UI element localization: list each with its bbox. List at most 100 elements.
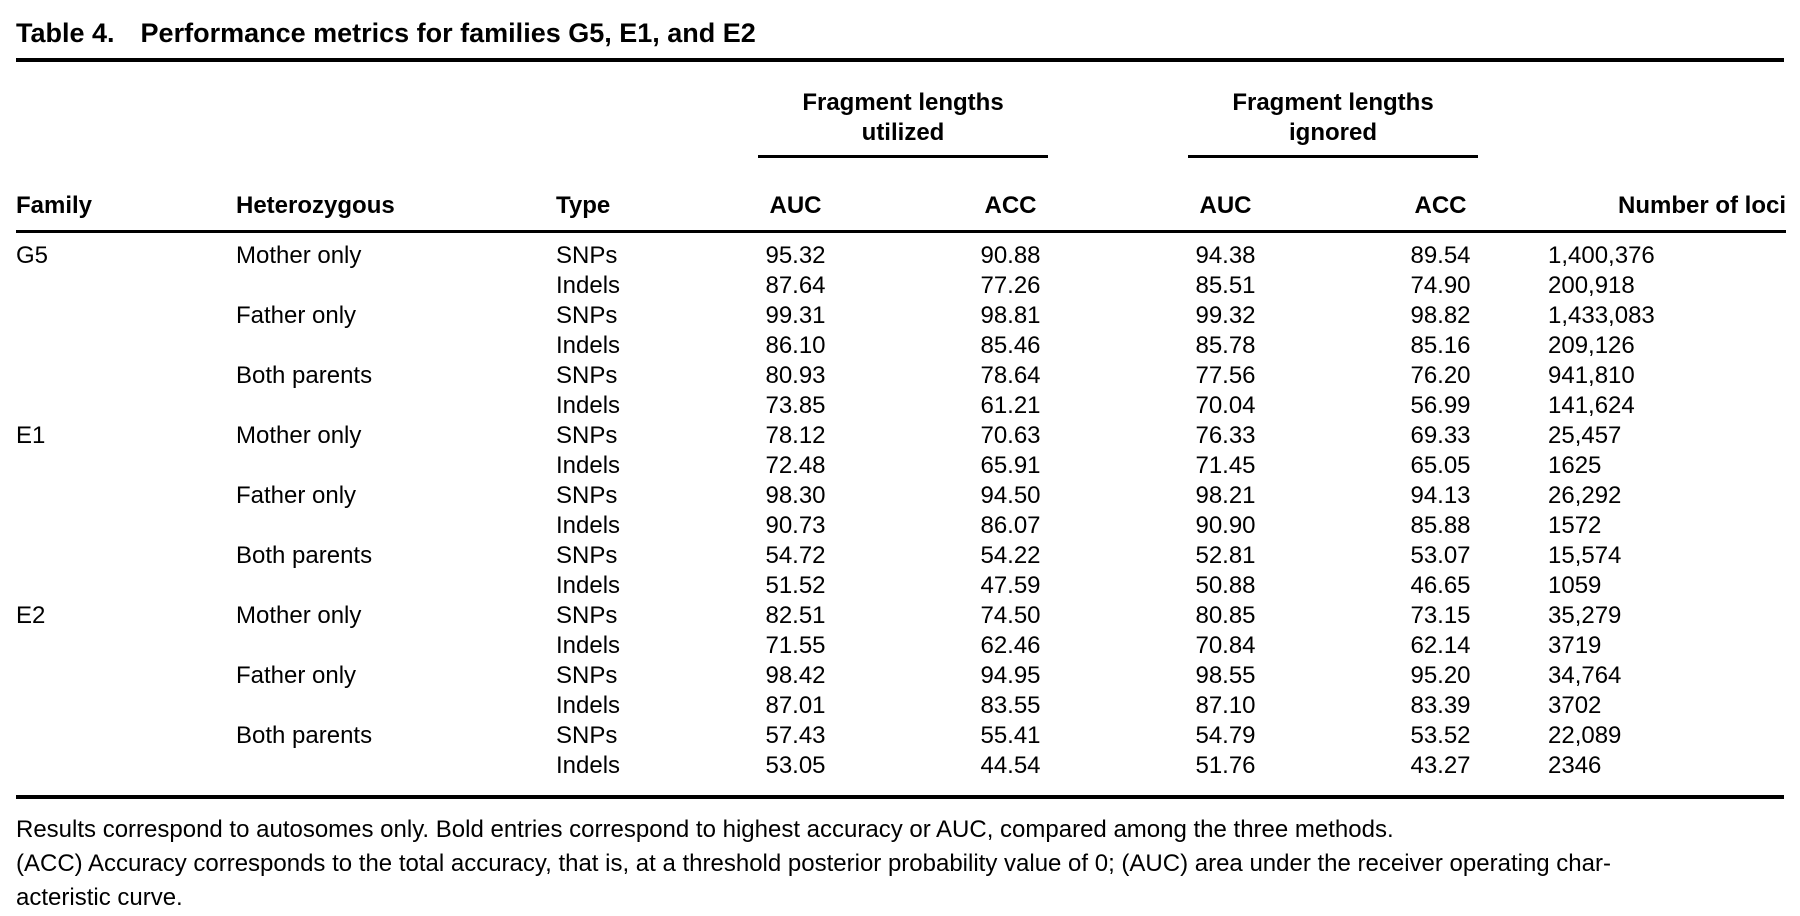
cell-acc-utilized: 47.59	[980, 572, 1041, 599]
column-header-row: Family Heterozygous Type AUC ACC AUC ACC…	[16, 158, 1786, 233]
cell-family	[16, 391, 236, 421]
cell-acc-utilized: 94.95	[980, 662, 1041, 689]
col-header-acc-ignored: ACC	[1333, 158, 1548, 233]
cell-type: SNPs	[556, 302, 618, 329]
cell-auc-ignored: 50.88	[1195, 572, 1256, 599]
cell-type: SNPs	[556, 362, 618, 389]
cell-heterozygous	[236, 271, 556, 301]
cell-acc-utilized: 90.88	[980, 242, 1041, 269]
cell-family	[16, 511, 236, 541]
table-row: Indels 53.05 44.54 51.76 43.27 2346	[16, 751, 1786, 781]
cell-auc-utilized: 78.12	[765, 422, 826, 449]
cell-acc-ignored: 83.39	[1410, 692, 1471, 719]
cell-auc-utilized: 51.52	[765, 572, 826, 599]
cell-heterozygous: Father only	[236, 662, 357, 689]
cell-acc-utilized: 44.54	[980, 752, 1041, 779]
cell-acc-utilized: 77.26	[980, 272, 1041, 299]
cell-number-of-loci: 2346	[1548, 752, 1602, 779]
cell-acc-utilized: 62.46	[980, 632, 1041, 659]
cell-number-of-loci: 209,126	[1548, 332, 1635, 359]
cell-family	[16, 331, 236, 361]
cell-type: SNPs	[556, 662, 618, 689]
cell-auc-ignored: 51.76	[1195, 752, 1256, 779]
cell-type: Indels	[556, 752, 621, 779]
spanner-fragment-lengths-utilized: Fragment lengths utilized	[688, 62, 1118, 158]
cell-number-of-loci: 200,918	[1548, 272, 1635, 299]
cell-type: Indels	[556, 452, 621, 479]
table-row: Indels 87.64 77.26 85.51 74.90 200,918	[16, 271, 1786, 301]
cell-family	[16, 571, 236, 601]
cell-auc-ignored: 98.55	[1195, 662, 1256, 689]
footnote-line: (ACC) Accuracy corresponds to the total …	[16, 850, 1611, 877]
cell-auc-utilized: 99.31	[765, 302, 826, 329]
cell-family	[16, 691, 236, 721]
col-header-type: Type	[556, 158, 688, 233]
cell-auc-utilized: 71.55	[765, 632, 826, 659]
cell-auc-ignored: 76.33	[1195, 422, 1256, 449]
cell-acc-ignored: 98.82	[1410, 302, 1471, 329]
cell-type: Indels	[556, 632, 621, 659]
cell-auc-ignored: 85.78	[1195, 332, 1256, 359]
cell-acc-ignored: 53.52	[1410, 722, 1471, 749]
cell-number-of-loci: 26,292	[1548, 482, 1622, 509]
table-caption: Performance metrics for families G5, E1,…	[140, 18, 756, 48]
cell-type: Indels	[556, 692, 621, 719]
cell-auc-ignored: 70.04	[1195, 392, 1256, 419]
cell-heterozygous	[236, 451, 556, 481]
cell-auc-ignored: 99.32	[1195, 302, 1256, 329]
cell-auc-utilized: 57.43	[765, 722, 826, 749]
cell-heterozygous: Both parents	[236, 362, 373, 389]
cell-acc-ignored: 85.16	[1410, 332, 1471, 359]
table-row: Indels 86.10 85.46 85.78 85.16 209,126	[16, 331, 1786, 361]
cell-acc-ignored: 94.13	[1410, 482, 1471, 509]
cell-acc-ignored: 73.15	[1410, 602, 1471, 629]
cell-auc-utilized: 87.64	[765, 272, 826, 299]
cell-acc-utilized: 86.07	[980, 512, 1041, 539]
cell-auc-utilized: 80.93	[765, 362, 826, 389]
cell-auc-utilized: 95.32	[765, 242, 826, 269]
table-row: E1 Mother only SNPs 78.12 70.63 76.33 69.33 25,…	[16, 421, 1786, 451]
cell-family: G5	[16, 242, 49, 269]
cell-acc-utilized: 65.91	[980, 452, 1041, 479]
cell-acc-utilized: 70.63	[980, 422, 1041, 449]
spanner-spacer-left	[16, 62, 688, 158]
cell-heterozygous: Both parents	[236, 722, 373, 749]
cell-auc-utilized: 73.85	[765, 392, 826, 419]
cell-auc-ignored: 54.79	[1195, 722, 1256, 749]
cell-auc-utilized: 98.30	[765, 482, 826, 509]
cell-family	[16, 751, 236, 781]
col-header-family: Family	[16, 158, 236, 233]
cell-type: SNPs	[556, 422, 618, 449]
cell-type: SNPs	[556, 242, 618, 269]
cell-number-of-loci: 1059	[1548, 572, 1602, 599]
table-row: Indels 87.01 83.55 87.10 83.39 3702	[16, 691, 1786, 721]
table-number-label: Table 4.	[16, 18, 115, 48]
cell-auc-ignored: 70.84	[1195, 632, 1256, 659]
cell-acc-utilized: 54.22	[980, 542, 1041, 569]
cell-number-of-loci: 3719	[1548, 632, 1602, 659]
cell-number-of-loci: 3702	[1548, 692, 1602, 719]
cell-auc-ignored: 52.81	[1195, 542, 1256, 569]
cell-acc-ignored: 53.07	[1410, 542, 1471, 569]
col-header-number-of-loci: Number of loci	[1548, 158, 1786, 233]
cell-acc-ignored: 74.90	[1410, 272, 1471, 299]
cell-auc-ignored: 98.21	[1195, 482, 1256, 509]
table-row: G5 Mother only SNPs 95.32 90.88 94.38 89.54 1,4…	[16, 232, 1786, 272]
cell-type: Indels	[556, 572, 621, 599]
cell-number-of-loci: 22,089	[1548, 722, 1622, 749]
spanner-spacer-right	[1548, 62, 1786, 158]
cell-number-of-loci: 25,457	[1548, 422, 1622, 449]
spanner-fragment-lengths-ignored: Fragment lengths ignored	[1118, 62, 1548, 158]
cell-auc-utilized: 82.51	[765, 602, 826, 629]
cell-family	[16, 451, 236, 481]
table-row: Indels 72.48 65.91 71.45 65.05 1625	[16, 451, 1786, 481]
cell-acc-ignored: 95.20	[1410, 662, 1471, 689]
table-row: Father only SNPs 98.30 94.50 98.21 94.13 26,29…	[16, 481, 1786, 511]
table-row: Indels 71.55 62.46 70.84 62.14 3719	[16, 631, 1786, 661]
cell-type: SNPs	[556, 722, 618, 749]
cell-number-of-loci: 1,433,083	[1548, 302, 1655, 329]
cell-acc-ignored: 43.27	[1410, 752, 1471, 779]
table-row: Both parents SNPs 80.93 78.64 77.56 76.20 941,…	[16, 361, 1786, 391]
cell-type: Indels	[556, 392, 621, 419]
